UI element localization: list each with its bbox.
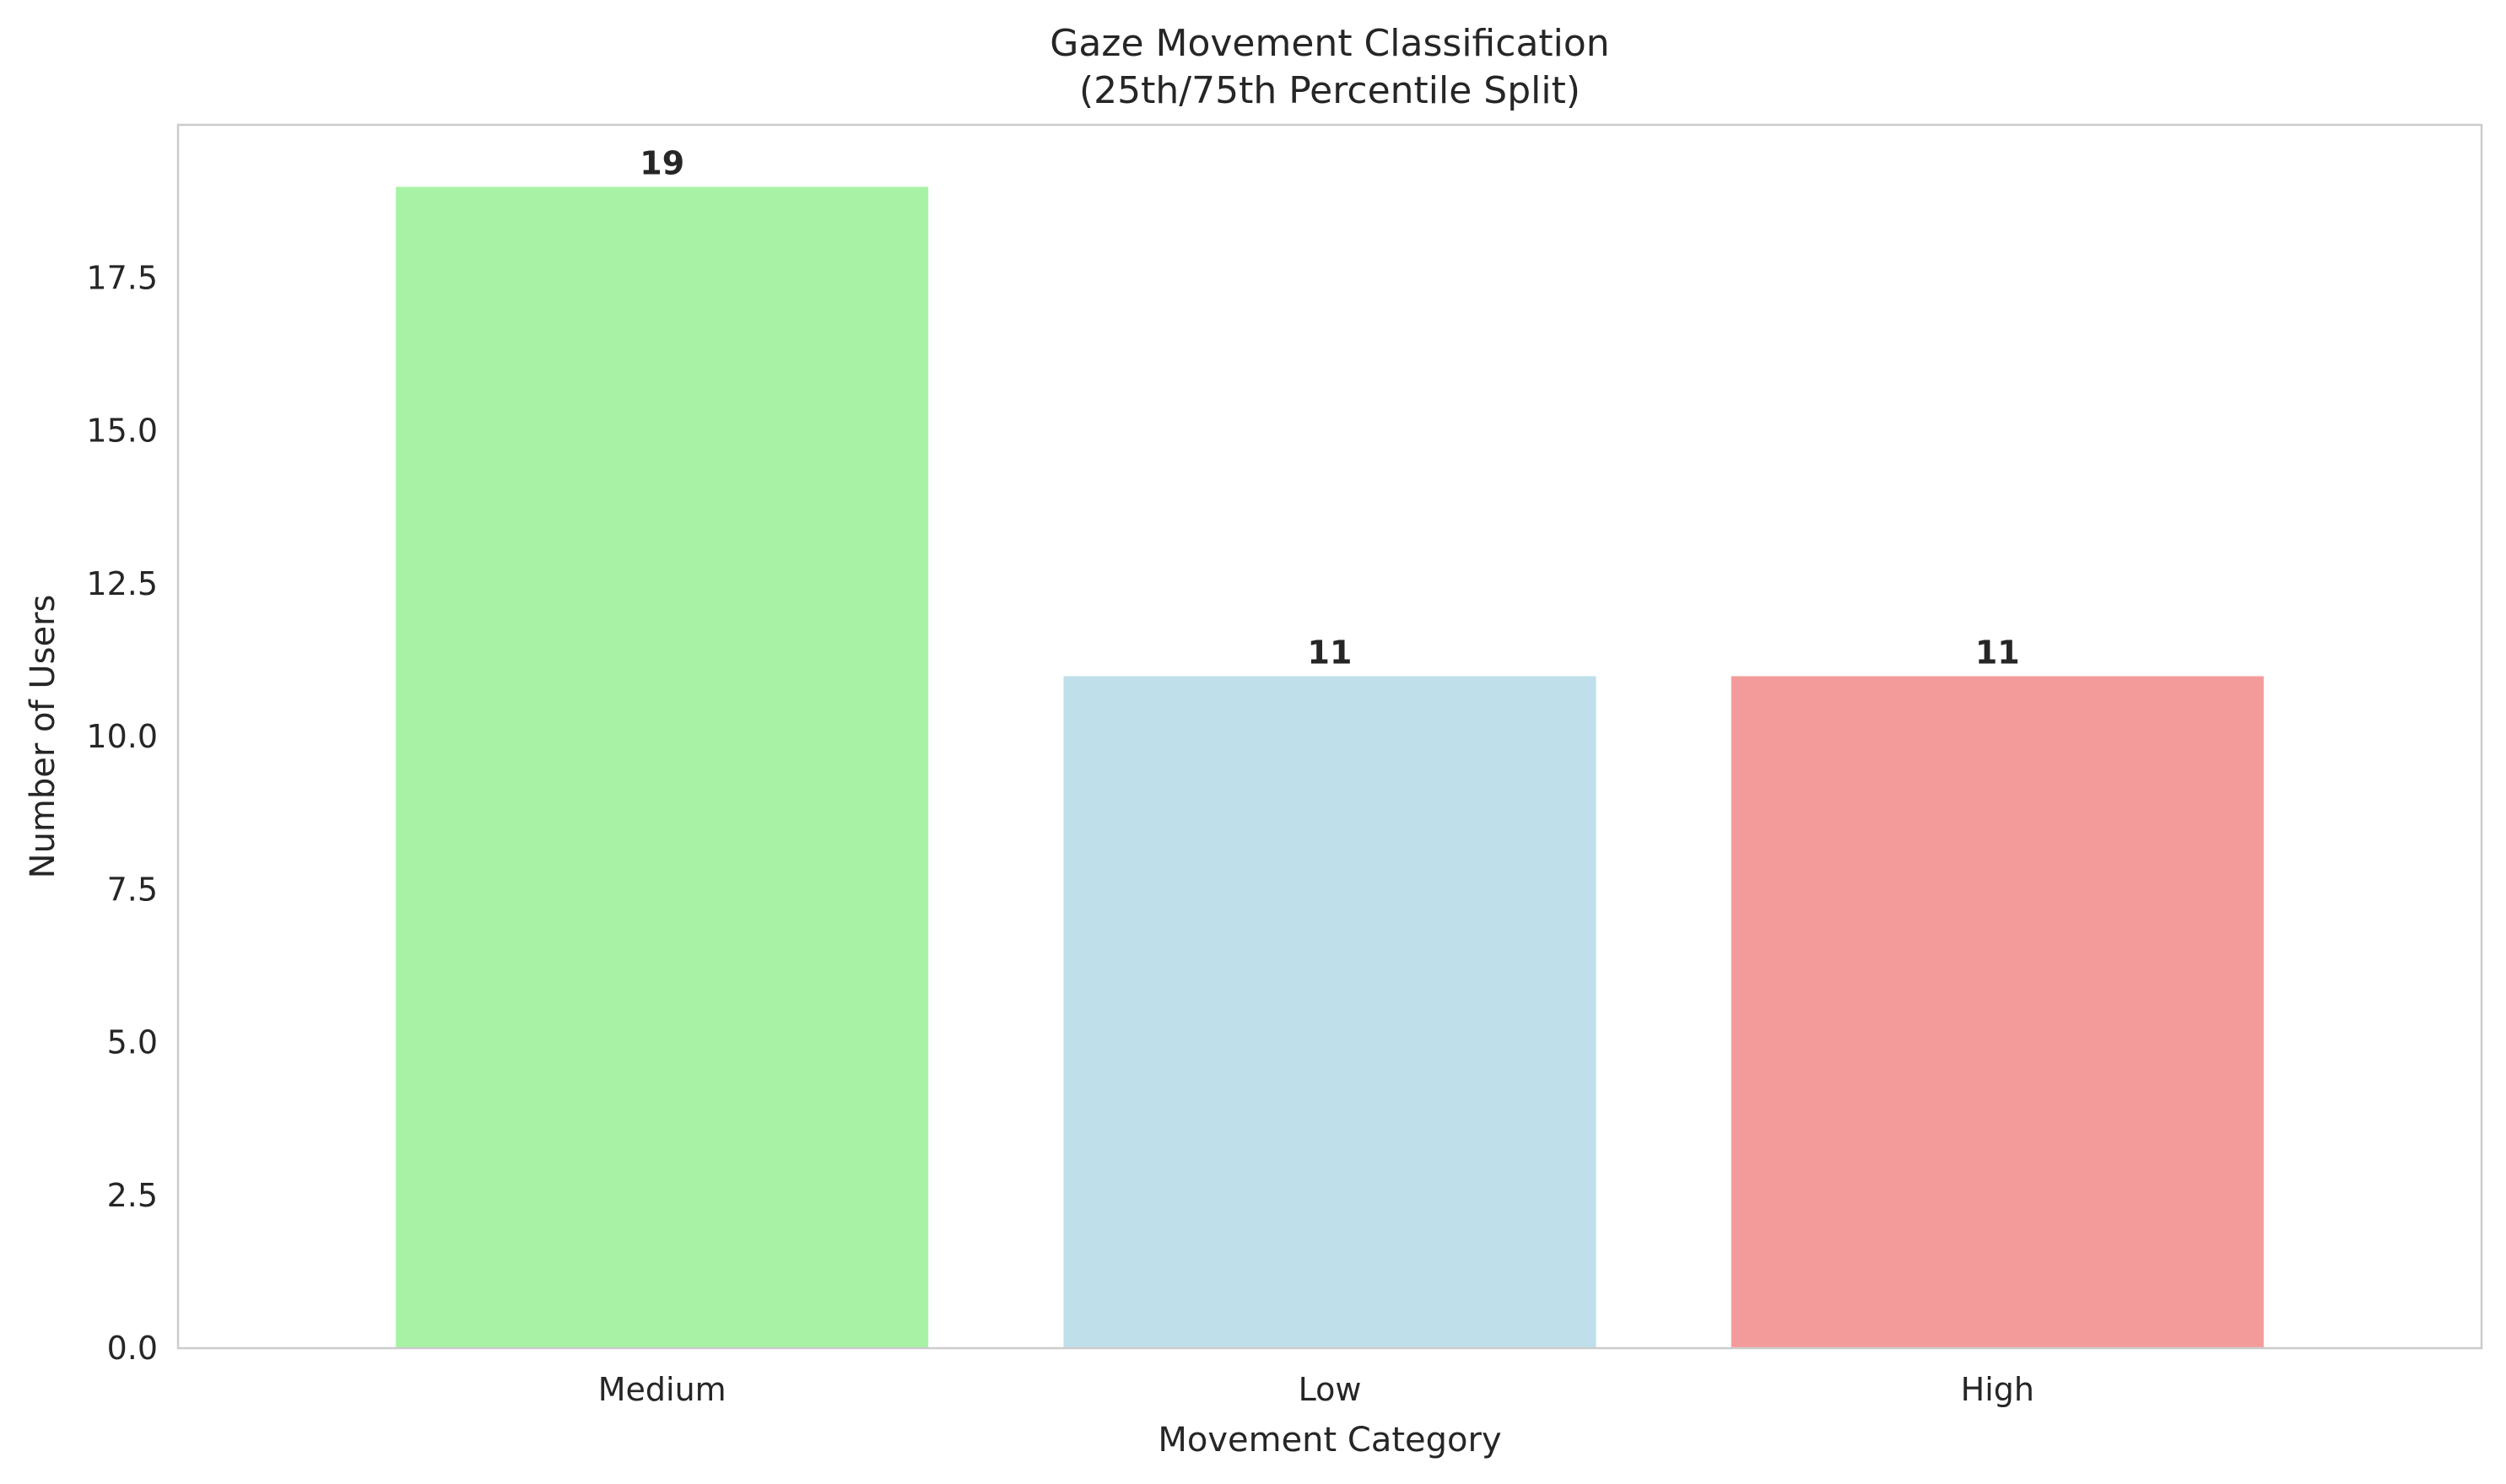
y-tick-label: 15.0 [86, 413, 158, 450]
bar-value-label-high: 11 [1975, 634, 2020, 672]
x-axis-ticks: Medium Low High [598, 1371, 2034, 1408]
bar-value-labels: 19 11 11 [640, 145, 2019, 672]
y-axis-label: Number of Users [24, 595, 62, 879]
bar-value-label-low: 11 [1308, 634, 1353, 672]
x-tick-label-medium: Medium [598, 1371, 726, 1408]
y-tick-label: 10.0 [86, 718, 158, 755]
y-tick-label: 12.5 [86, 565, 158, 602]
bar-low [1061, 674, 1598, 1349]
bar-medium [394, 185, 931, 1349]
bar-high [1729, 674, 2266, 1349]
bar-value-label-medium: 19 [640, 145, 684, 182]
chart-title-line-2: (25th/75th Percentile Split) [1079, 69, 1580, 112]
chart-title-line-1: Gaze Movement Classification [1050, 22, 1609, 65]
x-axis-label: Movement Category [1158, 1421, 1501, 1460]
y-tick-label: 2.5 [107, 1177, 158, 1214]
x-tick-label-high: High [1961, 1371, 2034, 1408]
bars [394, 185, 2266, 1349]
y-axis-ticks: 0.0 2.5 5.0 7.5 10.0 12.5 15.0 17.5 [86, 259, 158, 1367]
plot-frame [176, 123, 2483, 1350]
x-tick-label-low: Low [1299, 1371, 1362, 1408]
y-tick-label: 7.5 [107, 871, 158, 908]
y-tick-label: 5.0 [107, 1024, 158, 1061]
y-tick-label: 0.0 [107, 1330, 158, 1367]
y-tick-label: 17.5 [86, 259, 158, 296]
